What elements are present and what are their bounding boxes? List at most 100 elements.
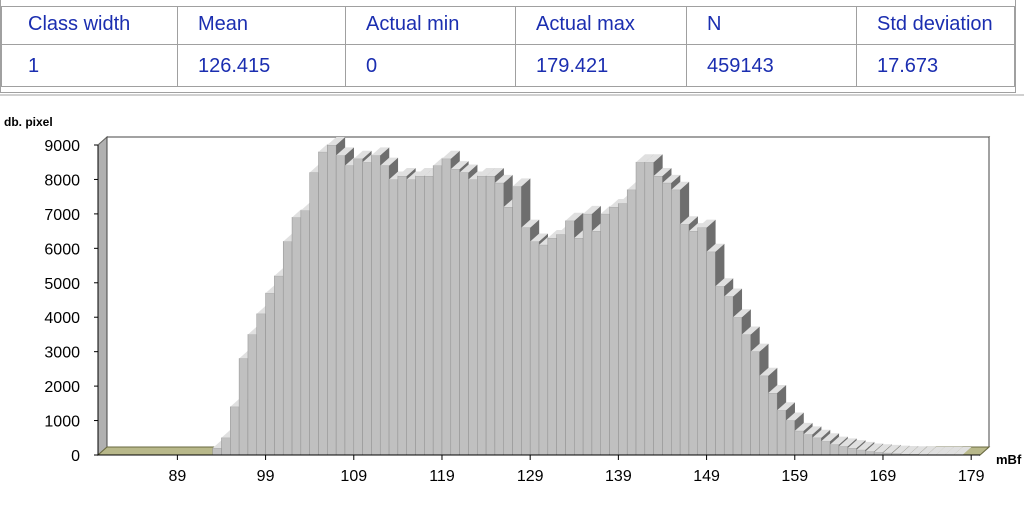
header-actual-min: Actual min [366,13,460,35]
bar-top [671,181,690,190]
bar [600,213,610,456]
bar-top [724,288,743,297]
bar [450,168,460,456]
bar [582,213,593,456]
y-axis-label: db. pixel [4,115,53,129]
bar [274,275,284,456]
x-tick-label: 129 [517,468,544,485]
bar [291,217,302,456]
bar [485,175,496,456]
value-actual-max: 179.421 [536,55,609,77]
bar [371,155,381,456]
bar-top [353,150,372,159]
histogram-chart: 0 1000 2000 3000 4000 5000 6000 7000 8000 9000 89… [4,115,1022,485]
bar [238,358,249,456]
bar-top [494,174,513,183]
bar-top [521,219,540,228]
bar [512,186,522,456]
bar-top [644,154,663,163]
bar-top [733,309,751,318]
bar-top [512,178,531,187]
table-border [345,6,346,86]
bar [609,206,619,456]
bar-top [706,243,725,252]
bar-top [565,212,584,221]
table-border [1,86,1015,87]
bar-top [935,446,954,455]
bar [679,223,690,456]
statistics-table: Class width Mean Actual min Actual max N… [0,0,1016,93]
bar-top [777,402,795,411]
bar [688,230,699,456]
bar [662,182,672,456]
value-n: 459143 [707,55,774,77]
y-tick-label: 7000 [44,207,80,224]
bar [388,179,399,456]
bar-top [680,216,698,225]
y-tick-label: 5000 [44,276,80,293]
bar [732,316,743,456]
bar [785,420,796,456]
x-axis: 89 99 109 119 129 139 149 159 169 179 [98,454,985,485]
bar-top [715,278,734,287]
bar [776,409,787,456]
bar [715,285,725,456]
bar-top [856,441,875,450]
bar [820,440,831,456]
bar-top [794,422,813,431]
value-mean: 126.415 [198,55,271,77]
bar-top [874,444,892,453]
table-border [515,6,516,86]
value-std-deviation: 17.673 [877,55,939,77]
bar [847,447,857,456]
table-border [177,6,178,86]
bar-top [477,168,496,176]
bar-top [450,161,469,170]
value-class-width: 1 [28,55,40,77]
y-tick-label: 1000 [44,414,80,431]
bar-series [212,137,972,456]
y-tick-label: 3000 [44,345,80,362]
bar-top [865,443,884,452]
bar-top [759,367,778,376]
bar-top [583,205,601,214]
bar [459,172,469,456]
bar [309,172,319,456]
bar [230,406,240,456]
bar-top [882,444,901,453]
bar-top [371,147,390,156]
bar-side [962,446,972,455]
y-tick-label: 0 [71,448,80,465]
bar [521,227,531,456]
bar-top [459,164,478,173]
table-border [1,6,1015,7]
x-tick-label: 99 [257,468,275,485]
bar-top [821,433,840,442]
bar [538,244,549,456]
bar-top [927,446,945,455]
y-tick-label: 4000 [44,310,80,327]
header-mean: Mean [198,13,249,35]
bar [256,313,266,456]
x-tick-label: 169 [870,468,897,485]
bar [335,155,346,456]
table-row: 1 126.415 0 179.421 459143 17.673 [1,48,1015,84]
bar [626,189,637,456]
bar [706,251,716,456]
bar [759,375,769,456]
bar [265,292,275,456]
bar [829,444,840,456]
bar-top [812,429,831,438]
bar-top [441,150,460,159]
bar [247,334,258,456]
bar [424,175,434,456]
header-class-width: Class width [28,13,131,35]
bar [415,175,425,456]
bar [803,434,813,456]
table-border [1,6,2,86]
bar-top [486,168,504,176]
bar-top [530,233,548,242]
bar-top [891,445,910,454]
bar-top [900,445,919,454]
x-tick-label: 179 [958,468,985,485]
